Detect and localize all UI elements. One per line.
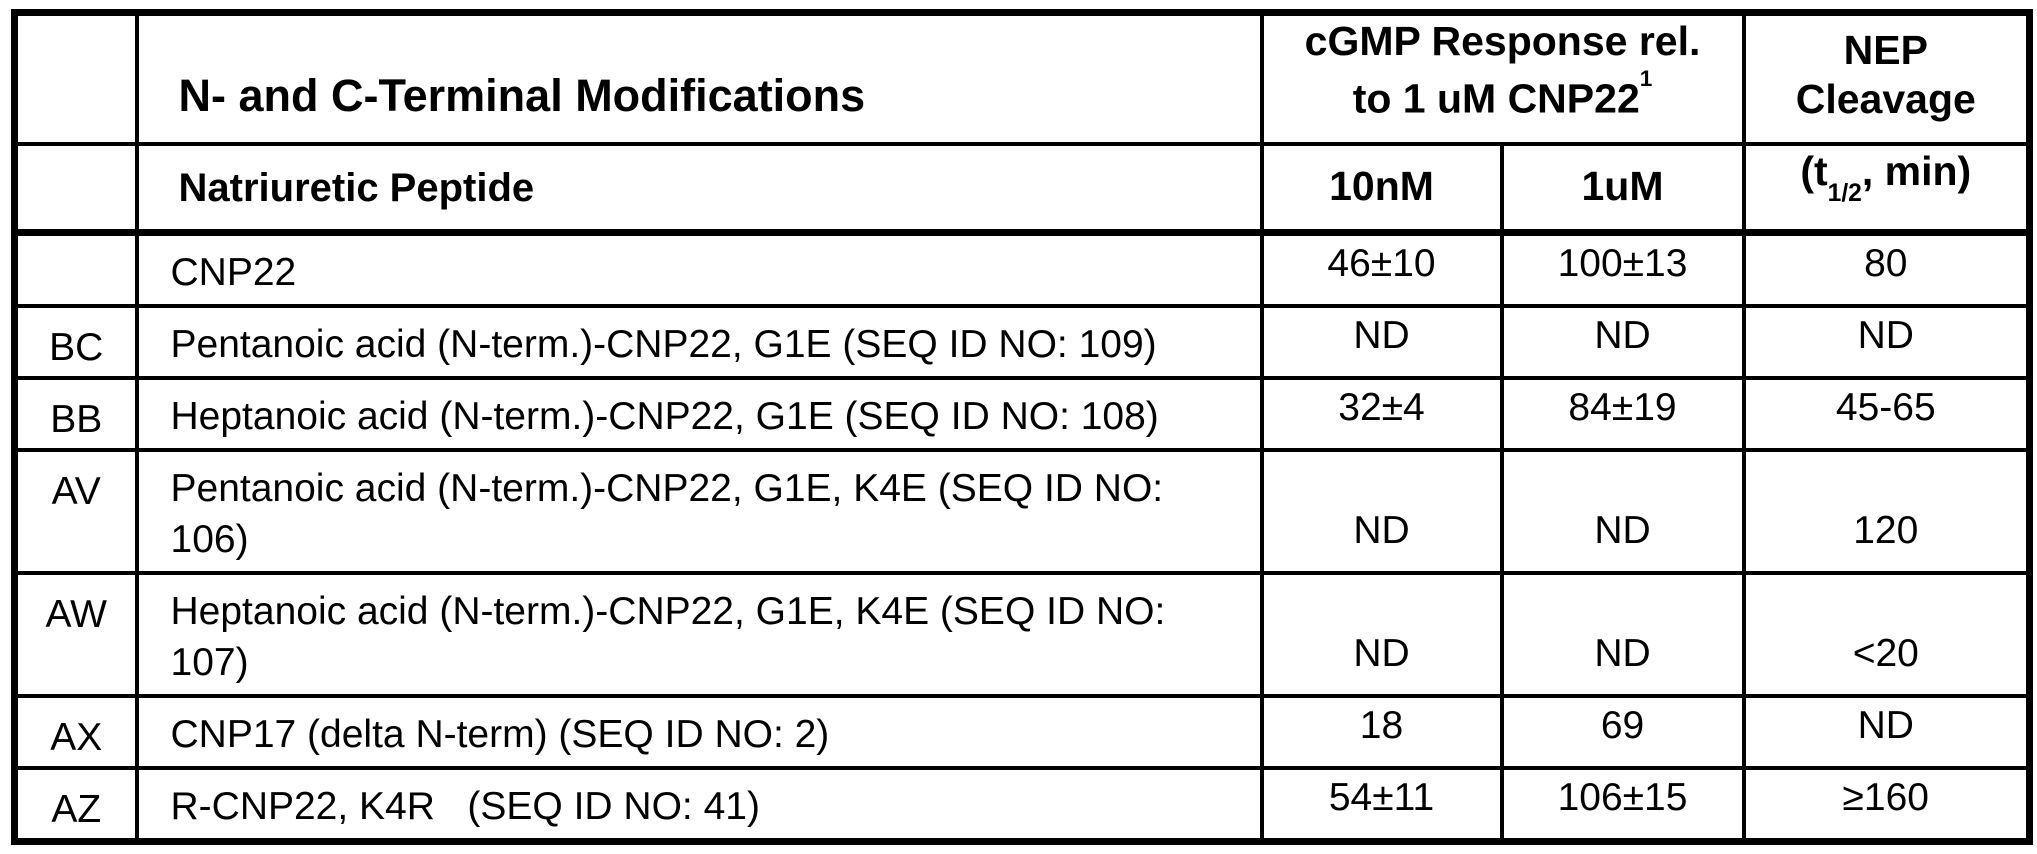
peptide-column-header: Natriuretic Peptide — [134, 141, 1264, 236]
nep-header-line1: NEP — [1843, 26, 1928, 73]
half-life-subscript: 1/2 — [1827, 179, 1862, 207]
dose-1um-header: 1uM — [1499, 141, 1746, 236]
cgmp-1um-cell: 100±13 — [1499, 230, 1746, 308]
nep-cleavage-cell: ND — [1741, 303, 2032, 380]
nep-cleavage-cell: ND — [1741, 693, 2032, 770]
cgmp-10nm-cell: ND — [1259, 303, 1504, 380]
dose-10nm-header: 10nM — [1259, 141, 1504, 236]
row-id-cell: AW — [12, 570, 139, 698]
cgmp-1um-cell: ND — [1499, 447, 1746, 575]
table-row-az: AZ R-CNP22, K4R (SEQ ID NO: 41) 54±11 10… — [12, 765, 2032, 844]
nep-header-line2: Cleavage — [1795, 75, 1976, 122]
nep-cleavage-cell: 120 — [1741, 447, 2032, 575]
nep-cleavage-cell: <20 — [1741, 570, 2032, 698]
table-row-av: AV Pentanoic acid (N-term.)-CNP22, G1E, … — [12, 447, 2032, 575]
header-id-spacer — [12, 10, 139, 146]
cgmp-10nm-cell: 32±4 — [1259, 375, 1504, 452]
row-id-cell: AV — [12, 447, 139, 575]
peptide-cell: Heptanoic acid (N-term.)-CNP22, G1E (SEQ… — [134, 375, 1264, 452]
cgmp-10nm-cell: 46±10 — [1259, 230, 1504, 308]
peptide-cell: CNP17 (delta N-term) (SEQ ID NO: 2) — [134, 693, 1264, 770]
subheader-id-spacer — [12, 141, 139, 236]
row-id-cell: BC — [12, 303, 139, 380]
nep-cleavage-cell: 80 — [1741, 230, 2032, 308]
peptide-cell: Pentanoic acid (N-term.)-CNP22, G1E (SEQ… — [134, 303, 1264, 380]
row-id-cell: BB — [12, 375, 139, 452]
cgmp-10nm-cell: 18 — [1259, 693, 1504, 770]
cgmp-1um-cell: 69 — [1499, 693, 1746, 770]
cgmp-10nm-cell: ND — [1259, 447, 1504, 575]
cgmp-response-header: cGMP Response rel. to 1 uM CNP221 — [1259, 10, 1746, 146]
row-id-cell — [12, 230, 139, 308]
cgmp-1um-cell: 84±19 — [1499, 375, 1746, 452]
cgmp-header-line2: to 1 uM CNP221 — [1352, 65, 1653, 122]
cgmp-10nm-cell: 54±11 — [1259, 765, 1504, 844]
nep-cleavage-header: NEP Cleavage — [1741, 10, 2032, 146]
footnote-marker: 1 — [1639, 65, 1653, 91]
cgmp-1um-cell: ND — [1499, 303, 1746, 380]
header-row-sub: Natriuretic Peptide 10nM 1uM (t1/2, min) — [12, 141, 2032, 236]
header-row-groups: N- and C-Terminal Modifications cGMP Res… — [12, 10, 2032, 146]
peptide-cell: Heptanoic acid (N-term.)-CNP22, G1E, K4E… — [134, 570, 1264, 698]
table-row-ax: AX CNP17 (delta N-term) (SEQ ID NO: 2) 1… — [12, 693, 2032, 770]
nep-cleavage-cell: ≥160 — [1741, 765, 2032, 844]
table-row-aw: AW Heptanoic acid (N-term.)-CNP22, G1E, … — [12, 570, 2032, 698]
modifications-title: N- and C-Terminal Modifications — [134, 10, 1264, 146]
nep-unit-header: (t1/2, min) — [1741, 141, 2032, 236]
cgmp-1um-cell: 106±15 — [1499, 765, 1746, 844]
peptide-modifications-table: N- and C-Terminal Modifications cGMP Res… — [11, 9, 2034, 845]
nep-cleavage-cell: 45-65 — [1741, 375, 2032, 452]
cgmp-10nm-cell: ND — [1259, 570, 1504, 698]
cgmp-header-line1: cGMP Response rel. — [1304, 18, 1701, 64]
table-row-cnp22: CNP22 46±10 100±13 80 — [12, 230, 2032, 308]
peptide-cell: Pentanoic acid (N-term.)-CNP22, G1E, K4E… — [134, 447, 1264, 575]
row-id-cell: AZ — [12, 765, 139, 844]
row-id-cell: AX — [12, 693, 139, 770]
peptide-cell: R-CNP22, K4R (SEQ ID NO: 41) — [134, 765, 1264, 844]
cgmp-1um-cell: ND — [1499, 570, 1746, 698]
peptide-cell: CNP22 — [134, 230, 1264, 308]
table-row-bc: BC Pentanoic acid (N-term.)-CNP22, G1E (… — [12, 303, 2032, 380]
table-row-bb: BB Heptanoic acid (N-term.)-CNP22, G1E (… — [12, 375, 2032, 452]
